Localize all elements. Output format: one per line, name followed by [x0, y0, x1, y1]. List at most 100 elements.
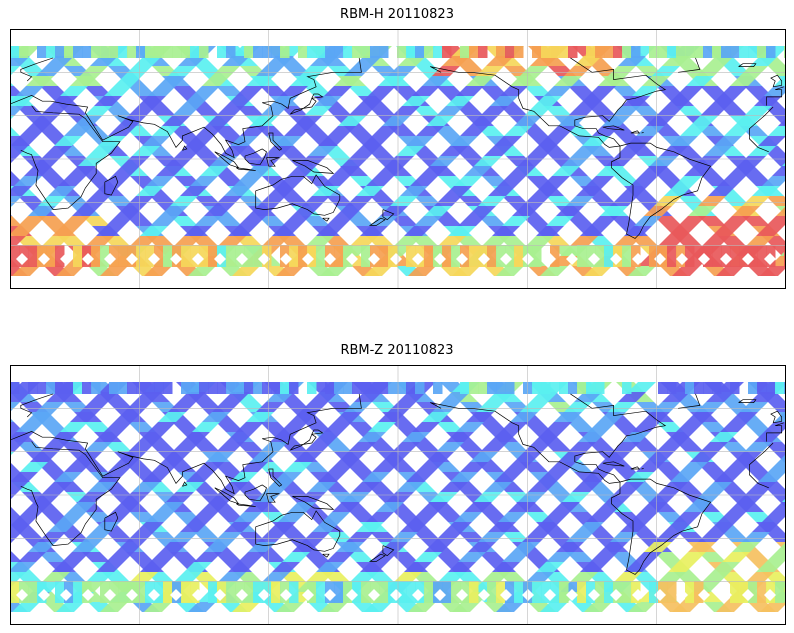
- swath-segment: [742, 552, 770, 562]
- swath-segment: [480, 106, 508, 116]
- swath-segment: [504, 126, 532, 136]
- swath-segment: [238, 196, 266, 206]
- swath-segment: [307, 382, 317, 394]
- swath-segment: [698, 196, 726, 206]
- swath-segment: [712, 562, 740, 572]
- swath-segment: [262, 46, 272, 58]
- swath-segment: [610, 196, 638, 206]
- swath-segment: [10, 522, 32, 532]
- swath-segment: [206, 116, 234, 126]
- swath-segment: [82, 382, 92, 394]
- swath-segment: [408, 602, 436, 612]
- swath-segment: [302, 552, 330, 562]
- coastline: [255, 510, 341, 552]
- swath-segment: [458, 532, 486, 542]
- swath-segment: [282, 532, 310, 542]
- swath-segment: [424, 46, 434, 58]
- swath-segment: [128, 422, 156, 432]
- swath-segment: [496, 266, 524, 276]
- swath-segment: [523, 382, 533, 394]
- swath-segment: [548, 462, 576, 472]
- swath-segment: [302, 532, 330, 542]
- swath-segment: [766, 46, 776, 58]
- swath-segment: [300, 402, 328, 412]
- swath-segment: [350, 572, 378, 582]
- swath-segment: [642, 412, 670, 422]
- swath-segment: [634, 196, 662, 206]
- swath-segment: [540, 266, 568, 276]
- swath-gap: [390, 589, 402, 601]
- swath-segment: [210, 156, 238, 166]
- coastline: [382, 545, 395, 557]
- swath-segment: [505, 245, 515, 267]
- swath-segment: [590, 196, 618, 206]
- swath-segment: [716, 602, 744, 612]
- swath-segment: [522, 196, 550, 206]
- swath-segment: [334, 46, 344, 58]
- swath-segment: [253, 382, 263, 394]
- swath-segment: [700, 86, 728, 96]
- swath-segment: [649, 245, 659, 267]
- coastline: [10, 57, 362, 159]
- swath-segment: [696, 66, 724, 76]
- swath-segment: [666, 96, 694, 106]
- coastline: [678, 57, 701, 73]
- swath-segment: [10, 56, 30, 66]
- swath-gap: [368, 253, 380, 265]
- swath-segment: [654, 216, 682, 226]
- swath-segment: [622, 432, 650, 442]
- swath-segment: [456, 106, 484, 116]
- swath-segment: [40, 106, 68, 116]
- swath-segment: [142, 136, 170, 146]
- swath-segment: [344, 402, 372, 412]
- swath-segment: [138, 96, 166, 106]
- swath-segment: [362, 136, 390, 146]
- swath-segment: [739, 245, 749, 267]
- swath-segment: [160, 206, 188, 216]
- swath-gap: [148, 589, 160, 601]
- swath-segment: [748, 581, 758, 603]
- swath-segment: [146, 512, 174, 522]
- swath-segment: [622, 245, 632, 267]
- swath-segment: [126, 196, 154, 206]
- swath-segment: [106, 552, 134, 562]
- swath-segment: [720, 86, 748, 96]
- swath-segment: [774, 412, 786, 422]
- swath-segment: [46, 56, 74, 66]
- swath-segment: [218, 572, 246, 582]
- swath-segment: [440, 482, 468, 492]
- swath-segment: [588, 442, 616, 452]
- swath-segment: [738, 492, 766, 502]
- swath-segment: [694, 156, 722, 166]
- swath-segment: [54, 136, 82, 146]
- swath-segment: [520, 402, 548, 412]
- swath-segment: [289, 382, 299, 394]
- swath-segment: [595, 46, 605, 58]
- swath-segment: [368, 86, 396, 96]
- swath-segment: [754, 432, 782, 442]
- swath-segment: [595, 245, 605, 267]
- swath-segment: [494, 472, 522, 482]
- swath-segment: [172, 46, 182, 58]
- swath-segment: [78, 492, 106, 502]
- swath-segment: [718, 176, 746, 186]
- swath-segment: [144, 266, 172, 276]
- swath-segment: [126, 216, 154, 226]
- swath-segment: [618, 392, 646, 402]
- swath-segment: [56, 602, 84, 612]
- swath-segment: [30, 116, 58, 126]
- swath-segment: [302, 196, 330, 206]
- coastline: [104, 511, 119, 532]
- swath-segment: [390, 196, 418, 206]
- swath-segment: [78, 156, 106, 166]
- swath-segment: [775, 581, 785, 603]
- swath-segment: [414, 196, 442, 206]
- swath-segment: [90, 56, 118, 66]
- swath-segment: [622, 46, 632, 58]
- swath-segment: [320, 602, 348, 612]
- swath-segment: [404, 226, 432, 236]
- coastline: [20, 441, 774, 546]
- swath-segment: [73, 382, 83, 394]
- swath-segment: [82, 46, 92, 58]
- swath-segment: [522, 532, 550, 542]
